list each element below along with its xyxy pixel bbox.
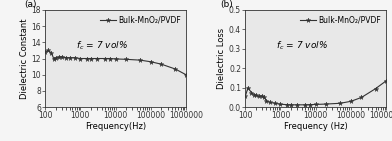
Y-axis label: Dielectric Loss: Dielectric Loss [217, 28, 226, 89]
X-axis label: Frequency (Hz): Frequency (Hz) [284, 122, 348, 131]
Text: $f_c$ = 7 vol%: $f_c$ = 7 vol% [76, 40, 128, 52]
Text: (a): (a) [24, 0, 36, 9]
Legend: Bulk-MnO₂/PVDF: Bulk-MnO₂/PVDF [99, 14, 182, 26]
Legend: Bulk-MnO₂/PVDF: Bulk-MnO₂/PVDF [299, 14, 382, 26]
X-axis label: Frequency(Hz): Frequency(Hz) [85, 122, 146, 131]
Text: (b): (b) [220, 0, 232, 9]
Text: $f_c$ = 7 vol%: $f_c$ = 7 vol% [276, 40, 328, 52]
Y-axis label: Dielectric Constant: Dielectric Constant [20, 18, 29, 99]
